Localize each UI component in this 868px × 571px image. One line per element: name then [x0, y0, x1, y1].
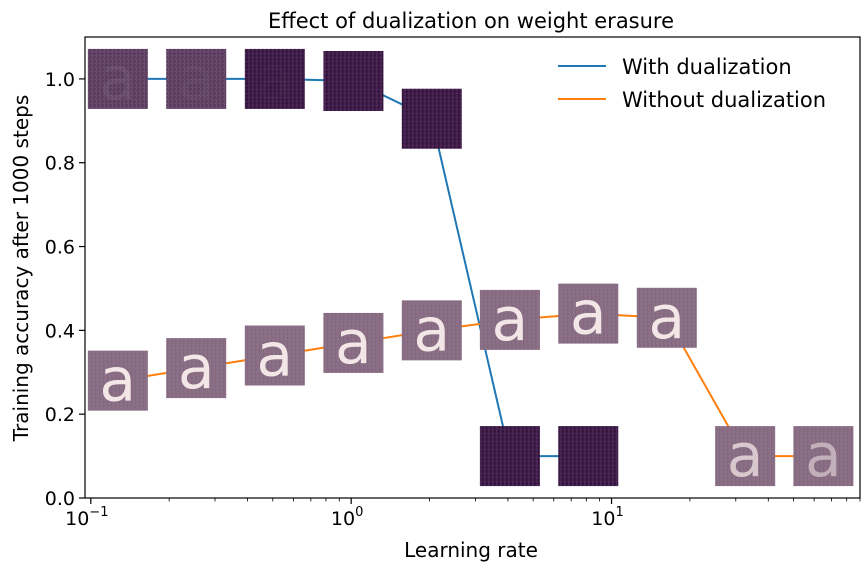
weight-thumbnail-image: [479, 426, 540, 487]
weight-thumbnail-image: [636, 287, 697, 348]
weight-thumbnail-image: [323, 51, 384, 112]
x-tick-label: 100: [331, 505, 363, 530]
y-tick-label: 1.0: [45, 69, 75, 91]
y-tick-label: 0.4: [45, 320, 75, 342]
weight-thumbnail-image: [323, 312, 384, 373]
legend: With dualization Without dualization: [558, 55, 826, 112]
weight-thumbnail-image: [401, 300, 462, 361]
weight-thumbnail-image: [87, 48, 148, 109]
x-tick-label: 101: [591, 505, 623, 530]
weight-thumbnail-image: [558, 283, 619, 344]
thumbnail-letter: a: [99, 44, 136, 114]
weight-thumbnail-image: [558, 426, 619, 487]
thumbnail-letter: a: [178, 44, 215, 114]
thumbnail-letter: a: [335, 308, 372, 378]
plot-area: 0.00.20.40.60.81.010−1 100 101 a a aa a a a a a a a…: [45, 44, 861, 530]
weight-thumbnail: a: [87, 346, 148, 416]
weight-thumbnail: a: [636, 283, 697, 353]
weight-thumbnail: a: [479, 285, 540, 355]
x-tick-exponent: 0: [355, 505, 363, 520]
legend-label-with-dualization: With dualization: [622, 55, 792, 79]
thumbnail-letter: a: [99, 346, 136, 416]
weight-thumbnail: a: [166, 44, 227, 114]
weight-thumbnail-image: [715, 426, 776, 487]
thumbnail-letter: a: [727, 421, 764, 491]
weight-thumbnail: a: [401, 295, 462, 365]
weight-thumbnail: a: [558, 279, 619, 349]
thumbnail-letter: a: [570, 279, 607, 349]
weight-thumbnail: [323, 51, 384, 112]
thumbnail-letter: a: [256, 44, 293, 114]
weight-thumbnail-image: [401, 88, 462, 149]
weight-thumbnail-image: [87, 350, 148, 411]
y-axis-title: Training accuracy after 1000 steps: [9, 95, 33, 442]
y-tick-label: 0.8: [45, 153, 75, 175]
weight-thumbnail-image: [166, 48, 227, 109]
weight-thumbnail: [558, 426, 619, 487]
x-tick-base: 10: [591, 508, 615, 530]
y-tick-label: 0.0: [45, 488, 75, 510]
weight-thumbnail: a: [793, 421, 854, 491]
legend-label-without-dualization: Without dualization: [622, 88, 826, 112]
y-tick-label: 0.2: [45, 404, 75, 426]
thumbnail-letter: a: [178, 333, 215, 403]
y-tick-label: 0.6: [45, 237, 75, 259]
x-tick-label: 10−1: [65, 505, 108, 530]
thumbnail-letter: a: [256, 321, 293, 391]
x-axis-title: Learning rate: [404, 538, 538, 562]
weight-thumbnail: [479, 426, 540, 487]
x-tick-exponent: −1: [89, 505, 108, 520]
weight-thumbnail: a: [244, 44, 305, 114]
weight-thumbnail: a: [166, 333, 227, 403]
x-tick-base: 10: [331, 508, 355, 530]
thumbnail-letter: a: [648, 283, 685, 353]
plot-frame: [84, 36, 861, 499]
weight-thumbnail-image: [166, 338, 227, 399]
weight-thumbnail-image: [244, 48, 305, 109]
weight-thumbnail: a: [244, 321, 305, 391]
x-tick-exponent: 1: [615, 505, 623, 520]
weight-thumbnail: a: [323, 308, 384, 378]
weight-thumbnail: a: [715, 421, 776, 491]
weight-thumbnail-image: [793, 426, 854, 487]
chart-title: Effect of dualization on weight erasure: [268, 9, 674, 33]
thumbnail-letter: a: [805, 421, 842, 491]
thumbnail-letter: a: [413, 295, 450, 365]
series-line-without-dualization: [117, 312, 824, 458]
thumbnail-letter: a: [492, 285, 529, 355]
x-tick-base: 10: [65, 508, 89, 530]
weight-thumbnail: a: [87, 44, 148, 114]
weight-thumbnail: [401, 88, 462, 149]
weight-thumbnail-image: [244, 325, 305, 386]
weight-thumbnail-image: [479, 289, 540, 350]
